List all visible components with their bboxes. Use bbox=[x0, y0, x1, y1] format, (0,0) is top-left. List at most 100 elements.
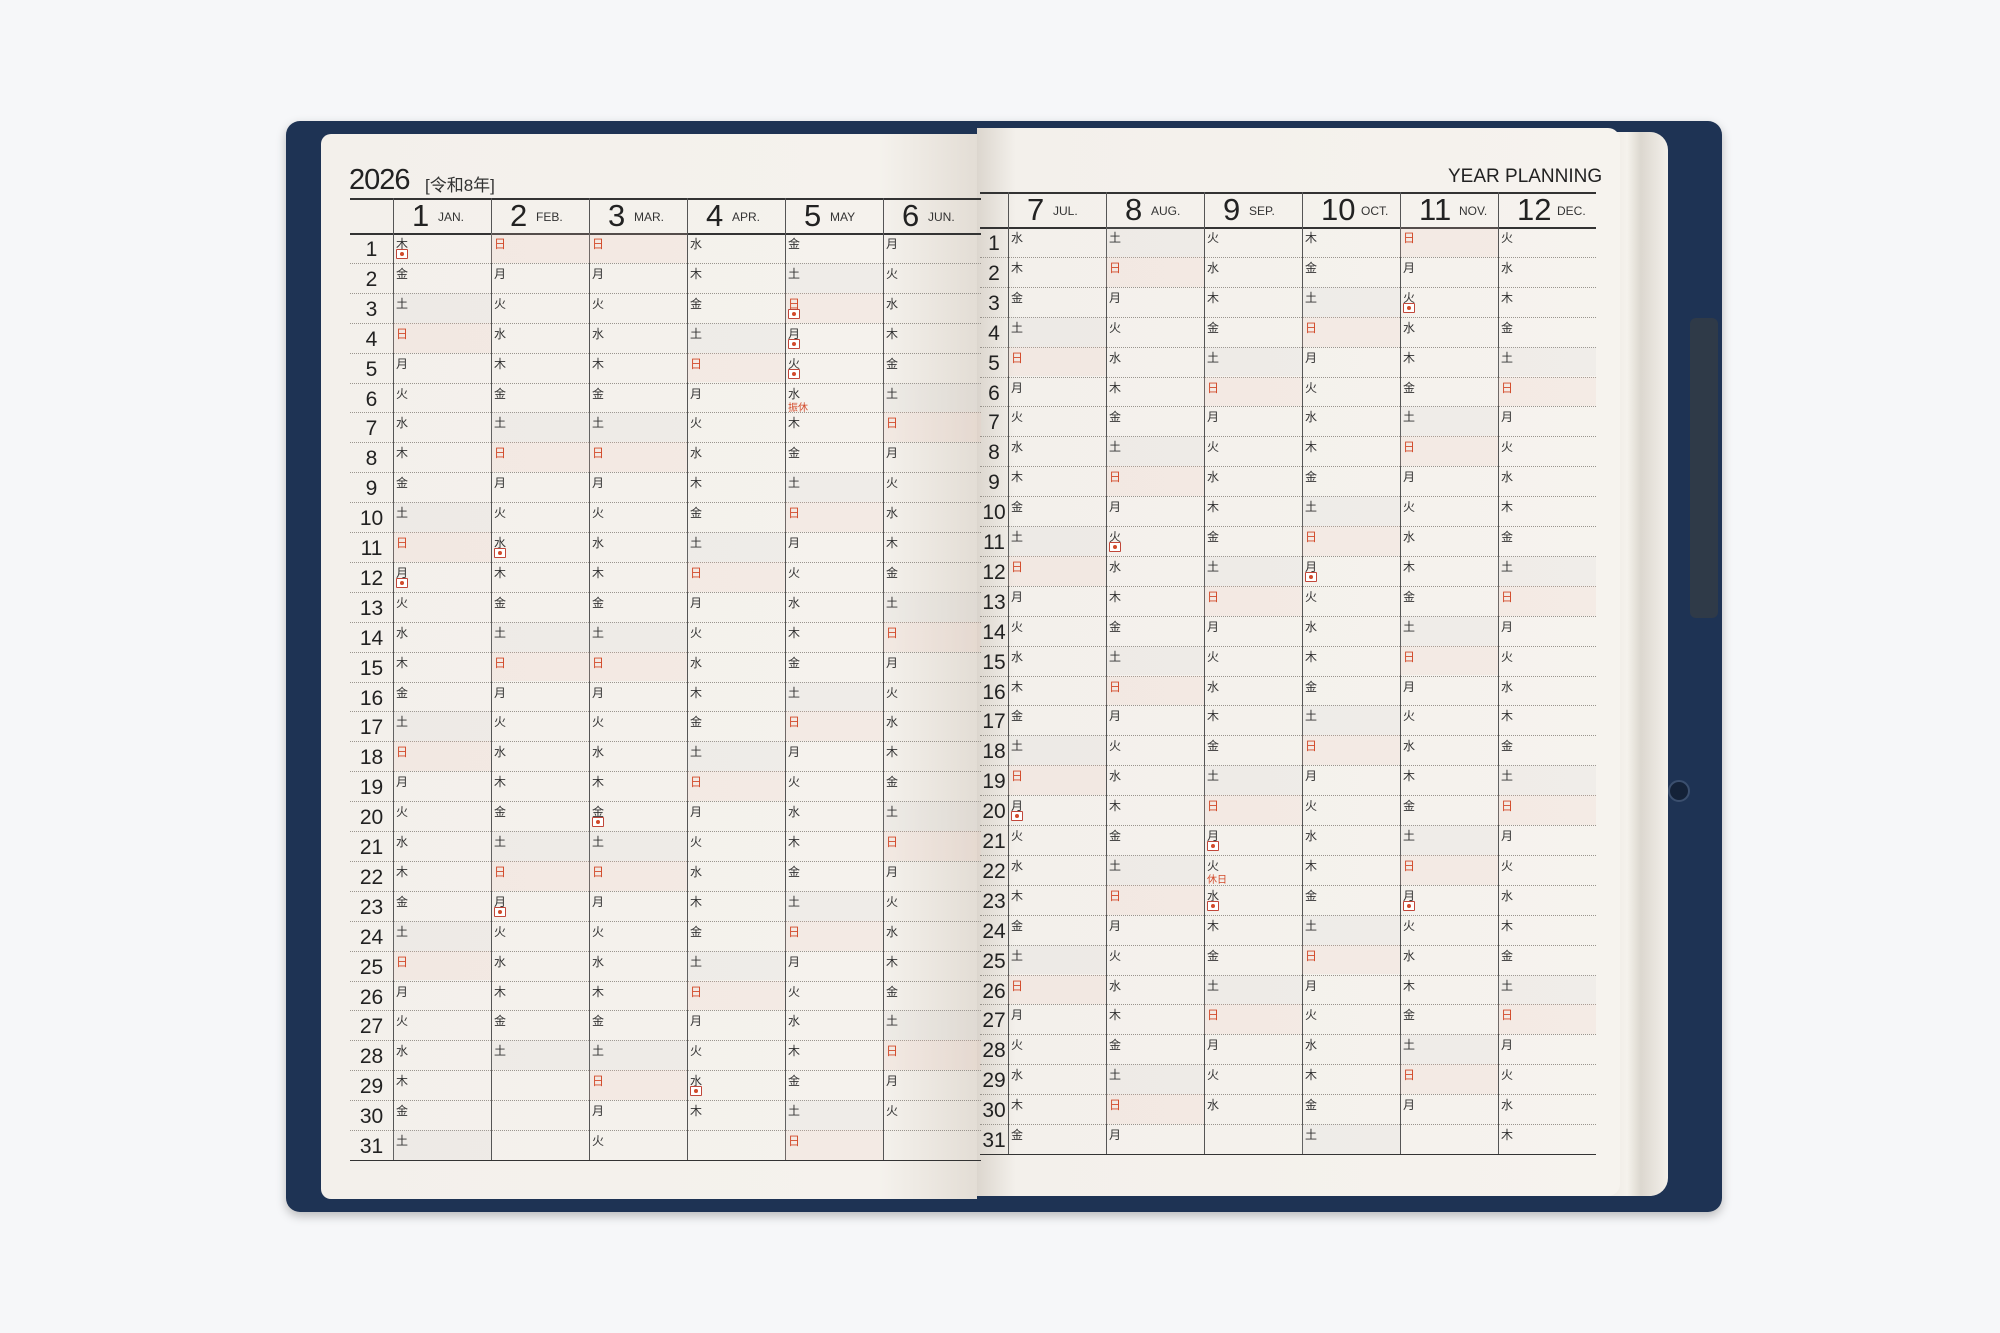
day-cell: 火 bbox=[491, 502, 589, 532]
header-bottom-rule bbox=[350, 233, 981, 235]
weekday-label: 日 bbox=[1305, 530, 1318, 544]
weekday-label: 木 bbox=[1207, 709, 1220, 724]
day-cell: 水 bbox=[687, 861, 785, 891]
weekday-label: 土 bbox=[1011, 320, 1024, 335]
weekday-label: 金 bbox=[886, 775, 899, 790]
weekday-label: 土 bbox=[886, 386, 899, 401]
day-cell: 金 bbox=[1400, 377, 1498, 407]
row-divider bbox=[350, 352, 981, 354]
day-number: 14 bbox=[982, 620, 1006, 644]
weekday-label: 金 bbox=[1207, 948, 1220, 963]
day-cell: 土 bbox=[785, 472, 883, 503]
day-cell: 金 bbox=[1204, 317, 1302, 347]
day-cell: 土 bbox=[1302, 705, 1400, 736]
row-divider bbox=[350, 1070, 981, 1072]
weekday-label: 火 bbox=[788, 356, 801, 371]
day-cell: 日 bbox=[1204, 795, 1302, 825]
day-number: 21 bbox=[982, 830, 1006, 853]
day-cell: 金 bbox=[883, 562, 981, 592]
cover-rivet bbox=[1668, 780, 1690, 802]
weekday-label: 土 bbox=[788, 894, 801, 909]
month-name: AUG. bbox=[1151, 204, 1181, 218]
day-cell: 金 bbox=[393, 263, 491, 293]
month-header-2: 2 FEB. bbox=[491, 198, 589, 233]
day-cell: 月 bbox=[1106, 496, 1204, 526]
day-number: 3 bbox=[365, 297, 378, 321]
day-cell: 土 bbox=[393, 920, 491, 951]
day-cell: 日 bbox=[1204, 376, 1302, 407]
weekday-label: 日 bbox=[1403, 649, 1416, 664]
weekday-label: 金 bbox=[592, 1014, 605, 1029]
day-number: 27 bbox=[359, 1015, 384, 1039]
day-number: 24 bbox=[982, 919, 1006, 943]
day-cell: 金 bbox=[1008, 705, 1106, 735]
day-cell: 土 bbox=[1400, 615, 1498, 646]
day-number: 5 bbox=[365, 357, 378, 381]
row-divider bbox=[350, 771, 981, 773]
weekday-label: 金 bbox=[886, 984, 899, 999]
weekday-label: 木 bbox=[690, 1104, 703, 1119]
row-divider bbox=[350, 711, 981, 713]
weekday-label: 土 bbox=[1305, 1128, 1318, 1142]
day-cell: 木 bbox=[1008, 1094, 1106, 1124]
day-cell: 日 bbox=[589, 860, 687, 891]
month-name: MAY bbox=[830, 210, 856, 224]
weekday-label: 水 bbox=[690, 655, 703, 670]
day-cell: 木 bbox=[1400, 556, 1498, 586]
day-cell: 木 bbox=[883, 741, 981, 771]
weekday-label: 木 bbox=[396, 655, 409, 670]
day-cell: 水 bbox=[393, 412, 491, 442]
row-divider bbox=[980, 735, 1596, 737]
flag-icon bbox=[1305, 571, 1317, 582]
weekday-label: 日 bbox=[592, 1074, 605, 1089]
day-cell: 水 bbox=[1302, 825, 1400, 855]
weekday-label: 火 bbox=[1305, 1008, 1318, 1023]
day-number: 1 bbox=[365, 238, 378, 261]
day-cell: 月 bbox=[1498, 825, 1596, 855]
day-cell: 木 bbox=[491, 771, 589, 801]
row-divider bbox=[980, 286, 1596, 288]
weekday-label: 木 bbox=[396, 446, 409, 461]
day-cell: 日 bbox=[491, 651, 589, 682]
weekday-label: 土 bbox=[494, 416, 507, 431]
day-cell: 金 bbox=[1106, 616, 1204, 646]
day-number: 19 bbox=[359, 776, 384, 800]
day-cell: 土 bbox=[1008, 316, 1106, 347]
weekday-label: 土 bbox=[1403, 410, 1416, 425]
day-number: 21 bbox=[359, 836, 384, 859]
month-number: 11 bbox=[1419, 192, 1452, 227]
weekday-label: 火 bbox=[1207, 1068, 1220, 1083]
day-cell: 木 bbox=[883, 323, 981, 353]
weekday-label: 木 bbox=[1207, 290, 1220, 305]
weekday-label: 土 bbox=[396, 506, 409, 521]
weekday-label: 日 bbox=[494, 237, 507, 251]
day-number: 22 bbox=[359, 865, 384, 889]
day-cell: 金 bbox=[1302, 257, 1400, 287]
weekday-label: 水 bbox=[1305, 410, 1318, 425]
weekday-label: 土 bbox=[396, 296, 409, 311]
day-number: 9 bbox=[988, 471, 1000, 495]
day-cell: 日 bbox=[1498, 585, 1596, 616]
row-divider bbox=[980, 466, 1596, 468]
weekday-label: 木 bbox=[592, 984, 605, 999]
day-cell: 火 bbox=[589, 1130, 687, 1160]
day-cell: 日 bbox=[393, 950, 491, 981]
day-cell: 火 bbox=[1106, 945, 1204, 975]
day-cell: 水 bbox=[1008, 227, 1106, 257]
day-cell: 火 bbox=[491, 293, 589, 323]
weekday-label: 土 bbox=[1109, 440, 1122, 455]
day-cell: 日 bbox=[491, 233, 589, 263]
day-number: 31 bbox=[982, 1129, 1006, 1152]
day-number: 31 bbox=[359, 1135, 384, 1158]
day-cell: 木 bbox=[1302, 436, 1400, 466]
weekday-label: 水 bbox=[1501, 679, 1514, 694]
row-divider bbox=[980, 765, 1596, 767]
row-divider bbox=[350, 860, 981, 862]
weekday-label: 火 bbox=[396, 595, 409, 610]
day-cell: 水 bbox=[1400, 526, 1498, 556]
weekday-label: 水 bbox=[1403, 948, 1416, 963]
day-cell: 水 bbox=[393, 1040, 491, 1070]
day-cell: 月 bbox=[589, 891, 687, 921]
day-number: 2 bbox=[988, 261, 1000, 285]
day-cell: 月 bbox=[589, 472, 687, 502]
